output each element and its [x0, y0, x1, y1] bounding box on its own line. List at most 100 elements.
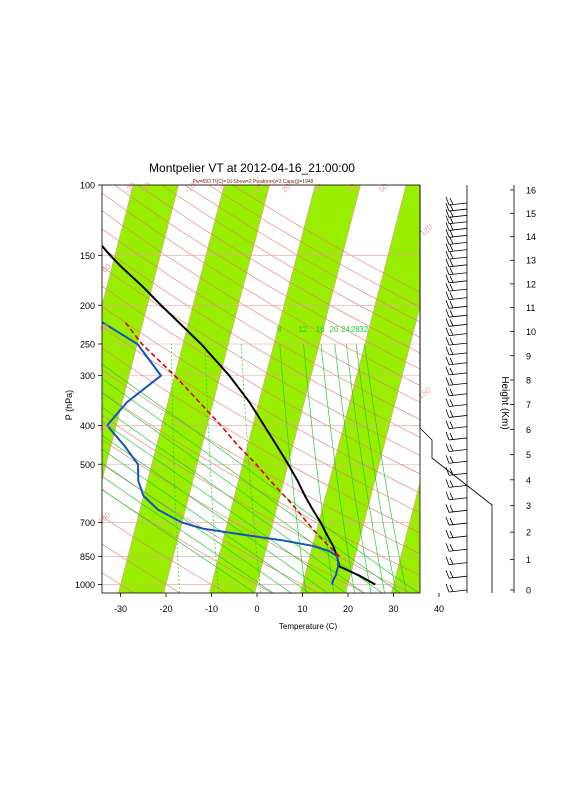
wind-barb-flag: [445, 479, 450, 488]
wind-barb: [448, 589, 468, 593]
mixing-ratio-line: [279, 343, 307, 593]
wind-barb-flag: [445, 266, 450, 275]
wind-barb-flag: [445, 516, 450, 526]
isotherm-band: [118, 185, 270, 593]
wind-barb-flag: [445, 583, 450, 593]
mixing-ratio-line: [320, 343, 355, 593]
wind-barb-flag: [449, 301, 454, 308]
wind-barb-flag: [449, 530, 454, 538]
wind-barb-flag: [445, 243, 450, 252]
wind-barb-flag: [449, 203, 454, 211]
wind-barb-flag: [449, 244, 454, 252]
wind-barb-flag: [449, 378, 454, 385]
wind-barb-flag: [445, 215, 450, 224]
dry-adiabat: [114, 185, 420, 370]
isotherm-line: [254, 185, 361, 593]
moist-adiabat: [102, 475, 274, 593]
wind-barb-flag: [445, 570, 450, 579]
x-tick-label: 30: [388, 604, 398, 614]
wind-barb: [448, 314, 468, 318]
moist-adiabat: [102, 434, 328, 593]
dry-adiabat-label: 50: [377, 181, 390, 194]
dry-adiabat: [137, 185, 420, 354]
p-tick-label: 850: [80, 552, 95, 562]
mixing-ratio-label: 24: [341, 325, 350, 334]
wind-barb: [448, 575, 468, 579]
wind-barb-flag: [445, 366, 450, 376]
height-tick-label: 6: [526, 425, 531, 435]
mixing-ratio-label: 28: [351, 325, 360, 334]
wind-barb: [448, 393, 468, 397]
wind-barb-flag: [445, 346, 450, 356]
sounding-profiles: [102, 244, 376, 586]
p-tick-label: 700: [80, 518, 95, 528]
wind-barb-flag: [445, 491, 450, 500]
wind-barb-flag: [445, 504, 450, 513]
wind-barb: [448, 264, 468, 268]
chart-subtitle: Pw=693 Tt(C)=16 Show=2 Pwat(mm)=3 Cape(j…: [193, 179, 314, 185]
wind-barb: [448, 562, 468, 566]
dry-adiabat-label: 0: [219, 183, 229, 193]
moist-adiabat: [102, 406, 365, 593]
wind-barb-flag: [445, 443, 450, 452]
wind-barb-flag: [445, 337, 450, 346]
wind-barb-flag: [449, 357, 454, 365]
wind-barb: [448, 497, 468, 501]
height-tick-label: 1: [526, 555, 531, 565]
wind-barb-flag: [445, 409, 450, 418]
wind-barb-flag: [449, 223, 454, 231]
mixing-ratio-label: 16: [316, 325, 325, 334]
wind-barb: [448, 484, 468, 488]
wind-barb: [448, 228, 468, 231]
dry-adiabat: [102, 247, 420, 438]
wind-barb-flag: [445, 420, 450, 429]
wind-barb-flag: [449, 267, 454, 275]
wind-barb-flag: [449, 517, 454, 525]
wind-barb: [448, 437, 468, 441]
wind-barb-flag: [449, 319, 454, 326]
wind-barb-flag: [445, 318, 450, 327]
height-tick-label: 9: [526, 351, 531, 361]
dry-adiabat-label: 150: [416, 385, 432, 401]
wind-barb: [448, 241, 468, 245]
p-tick-label: 300: [80, 371, 95, 381]
wind-barb: [448, 333, 468, 337]
y-axis-label: P (hPa): [64, 390, 74, 420]
x-tick-label: -20: [159, 604, 172, 614]
wind-barb: [448, 280, 468, 284]
isotherm-bands: [102, 185, 420, 593]
wind-barb: [448, 460, 468, 464]
isotherm-band: [300, 185, 420, 593]
mixing-ratio-label: 20: [330, 325, 339, 334]
wind-barb: [448, 426, 468, 429]
wind-barb: [448, 548, 468, 552]
wind-barb-flag: [449, 283, 454, 291]
dry-adiabat: [102, 415, 411, 593]
wind-barb: [448, 202, 468, 206]
wind-barb: [448, 234, 468, 238]
wind-panel-outline: [419, 185, 493, 593]
wind-barb: [448, 297, 468, 300]
p-tick-label: 100: [80, 181, 95, 191]
dry-adiabat: [102, 266, 420, 456]
dry-adiabat: [102, 210, 420, 403]
wind-barb-flag: [449, 310, 454, 317]
isotherm-band: [102, 185, 179, 481]
wind-barb-flag: [445, 229, 450, 238]
mixing-ratio-label: 32: [359, 325, 368, 334]
wind-barb-flag: [449, 399, 454, 407]
wind-barb: [448, 208, 468, 212]
wind-barb-flag: [449, 492, 454, 500]
wind-barb-flag: [449, 197, 454, 205]
moist-adiabat: [102, 363, 419, 593]
height-tick-label: 11: [526, 303, 535, 313]
wind-barb-flag: [449, 456, 454, 463]
wind-barb-flag: [449, 237, 454, 245]
height-axis-label: Height (Km): [499, 376, 510, 429]
wind-barb: [448, 472, 468, 476]
dewpoint-profile: [102, 321, 340, 585]
wind-barb-flag: [445, 300, 450, 309]
wind-barb-flag: [445, 251, 450, 260]
